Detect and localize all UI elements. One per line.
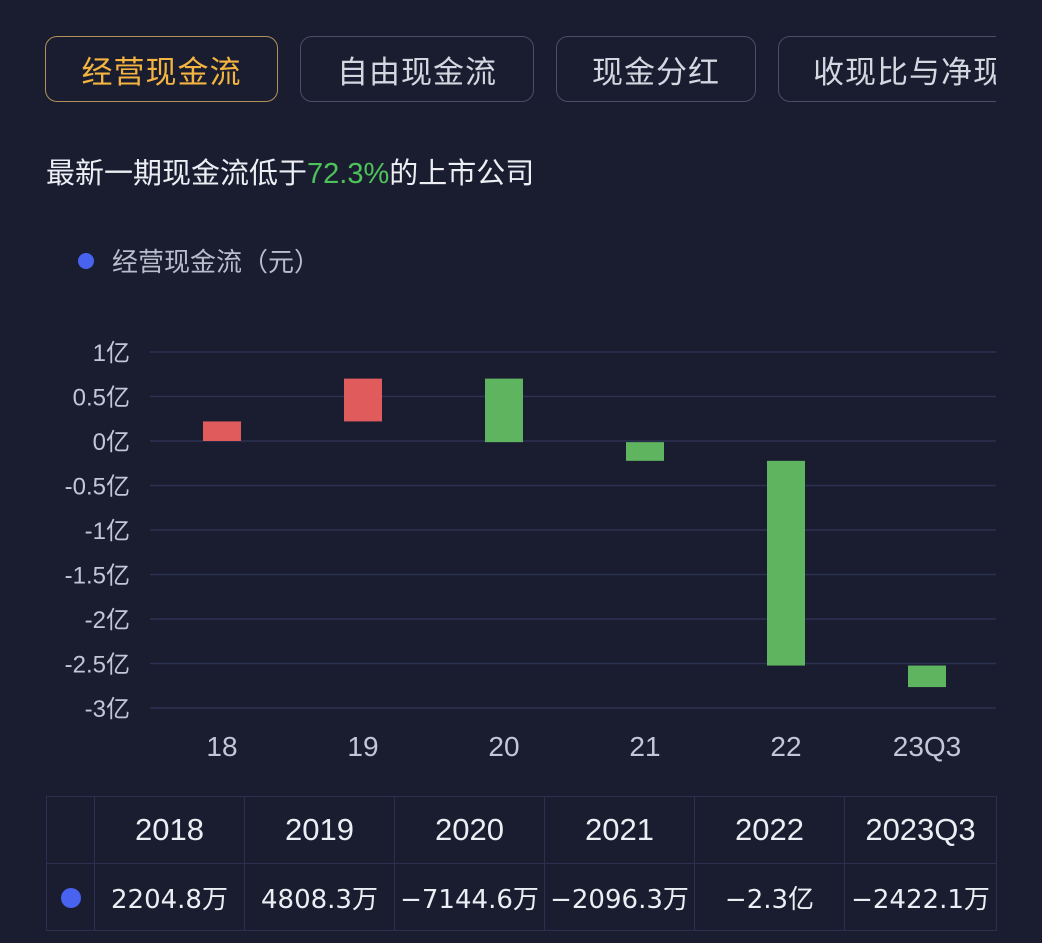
table-corner-cell <box>46 796 95 864</box>
y-tick-label: -3亿 <box>85 696 130 723</box>
table-header-cell: 2019 <box>244 796 395 864</box>
y-tick-label: 1亿 <box>93 340 130 367</box>
bars <box>203 378 946 688</box>
x-tick-label: 19 <box>347 731 378 762</box>
tab-cash-ratio[interactable]: 收现比与净现 <box>778 36 996 102</box>
table-value-cell: 2204.8万 <box>94 863 245 931</box>
x-tick-label: 22 <box>770 731 801 762</box>
table-header-row: 2018 2019 2020 2021 2022 2023Q3 <box>46 796 997 864</box>
y-tick-label: 0亿 <box>93 429 130 456</box>
grid-lines <box>150 351 996 709</box>
bar-22[interactable] <box>767 460 805 666</box>
headline-percent: 72.3% <box>307 158 390 190</box>
table-value-cell: −2422.1万 <box>844 863 997 931</box>
bar-18[interactable] <box>203 421 241 441</box>
y-tick-label: 0.5亿 <box>73 385 130 412</box>
table-header-cell: 2021 <box>544 796 695 864</box>
series-dot-icon <box>60 887 81 908</box>
x-axis-ticks: 18 19 20 21 22 23Q3 <box>206 731 961 762</box>
table-row: 2204.8万 4808.3万 −7144.6万 −2096.3万 −2.3亿 … <box>46 863 997 931</box>
cash-flow-table: 2018 2019 2020 2021 2022 2023Q3 2204.8万 … <box>46 796 997 931</box>
x-tick-label: 20 <box>488 731 519 762</box>
table-row-marker <box>46 863 95 931</box>
table-value-cell: −7144.6万 <box>394 863 545 931</box>
y-axis-ticks: 1亿 0.5亿 0亿 -0.5亿 -1亿 -1.5亿 -2亿 -2.5亿 -3亿 <box>65 340 130 723</box>
x-tick-label: 21 <box>629 731 660 762</box>
legend-dot-icon <box>78 252 94 269</box>
cash-flow-waterfall-chart: 1亿 0.5亿 0亿 -0.5亿 -1亿 -1.5亿 -2亿 -2.5亿 -3亿 18 19 20 2… <box>65 340 996 762</box>
headline-prefix: 最新一期现金流低于 <box>46 156 308 190</box>
legend-label: 经营现金流（元） <box>112 248 321 278</box>
y-tick-label: -0.5亿 <box>65 474 130 501</box>
tab-operating-cash-flow[interactable]: 经营现金流 <box>45 36 278 102</box>
tab-cash-dividend[interactable]: 现金分红 <box>556 36 756 102</box>
table-header-cell: 2020 <box>394 796 545 864</box>
table-value-cell: −2.3亿 <box>694 863 845 931</box>
chart-legend[interactable]: 经营现金流（元） <box>78 242 320 279</box>
x-tick-label: 18 <box>206 731 237 762</box>
ranking-headline: 最新一期现金流低于72.3%的上市公司 <box>46 150 534 192</box>
y-tick-label: -1.5亿 <box>65 563 130 590</box>
x-tick-label: 23Q3 <box>893 731 962 762</box>
tab-bar: 经营现金流 自由现金流 现金分红 收现比与净现 <box>0 36 996 106</box>
y-tick-label: -2亿 <box>85 607 130 634</box>
bar-19[interactable] <box>344 378 382 422</box>
table-header-cell: 2018 <box>94 796 245 864</box>
bar-21[interactable] <box>626 442 664 461</box>
table-value-cell: 4808.3万 <box>244 863 395 931</box>
table-header-cell: 2023Q3 <box>844 796 997 864</box>
table-value-cell: −2096.3万 <box>544 863 695 931</box>
headline-suffix: 的上市公司 <box>389 156 535 190</box>
y-tick-label: -2.5亿 <box>65 652 130 679</box>
bar-23q3[interactable] <box>908 665 946 688</box>
bar-20[interactable] <box>485 378 523 443</box>
table-header-cell: 2022 <box>694 796 845 864</box>
y-tick-label: -1亿 <box>85 518 130 545</box>
tab-free-cash-flow[interactable]: 自由现金流 <box>300 36 534 102</box>
